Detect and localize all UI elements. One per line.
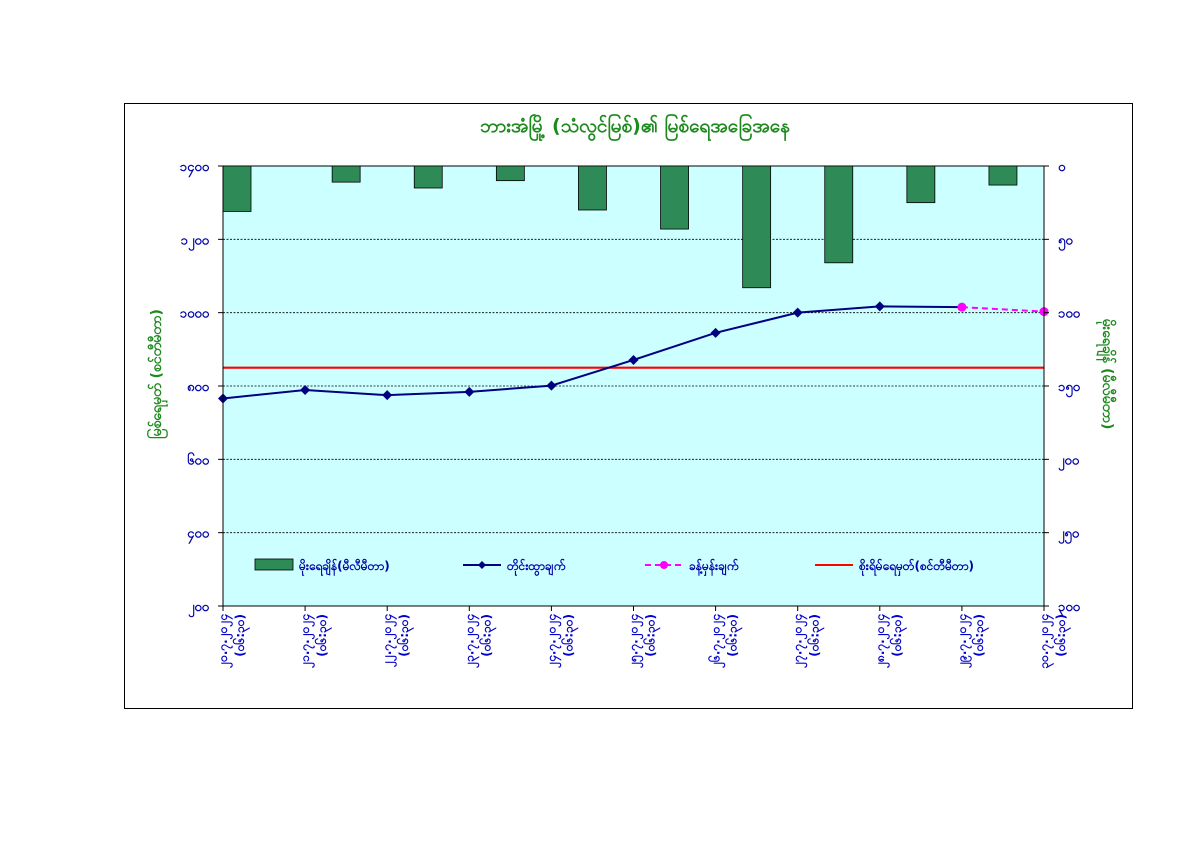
x-tick-label-line: ၂၀.၇.၂၀၂၄	[216, 614, 234, 669]
rainfall-bar	[988, 165, 1018, 186]
x-tick-label-line: ၂၆.၇.၂၀၂၄	[707, 614, 727, 669]
left-tick-label: ၂၀၀	[188, 600, 210, 618]
line-layer	[222, 305, 1045, 400]
x-tick-label-line: (၀၆:၃၀)	[806, 614, 826, 657]
right-tick-label: ၁၀၀	[1058, 307, 1081, 322]
left-tick-label: ၁၄၀၀	[180, 160, 210, 178]
x-tick-label: ၂၄.၇.၂၀၂၄ (၀၆:၃၀)	[544, 614, 579, 669]
legend-label: စိုးရိမ်ရေမှတ်(စင်တီမီတာ)	[858, 557, 974, 577]
x-tick-label: ၂၀.၇.၂၀၂၄ (၀၆:၃၀)	[216, 614, 251, 669]
left-tick-label: ၈၀၀	[187, 380, 210, 395]
legend-label: မိုးရေချိန်(မီလီမီတာ)	[298, 557, 390, 577]
rainfall-bar	[413, 165, 443, 189]
x-tick-label-line: (၀၆:၃၀)	[1052, 614, 1072, 657]
x-tick-label-line: ၂၁.၇.၂၀၂၄	[298, 614, 316, 669]
right-axis-label: မိုးရေချိန် (မီလီမီတာ)	[1096, 319, 1116, 430]
legend-swatch	[254, 558, 294, 571]
rainfall-bar	[331, 165, 361, 183]
rainfall-bar	[660, 165, 689, 230]
chart-svg: ဘားအံမြို့ (သံလွင်မြစ်)၏ မြစ်ရေအခြေအနေ ၂…	[147, 112, 1116, 669]
x-tick-label-line: ၂၃.၇.၂၀၂၄	[462, 614, 480, 669]
x-tick-label-line: ၂၉.၇.၂၀၂၄	[955, 614, 973, 669]
x-tick-label-line: (၀၆:၃၀)	[888, 614, 908, 657]
right-tick-label: ၂၀၀	[1058, 453, 1080, 471]
rainfall-bar	[824, 165, 854, 264]
left-tick-label: ၁၂၀၀	[181, 233, 210, 251]
forecast-point	[957, 302, 967, 312]
legend-label: တိုင်းထွာချက်	[506, 557, 566, 577]
observed-point	[546, 380, 557, 391]
right-tick-label: ၃၀၀	[1058, 600, 1081, 618]
x-tick-label-line: ၃၀.၇.၂၀၂၄	[1037, 614, 1055, 669]
x-tick-label: ၂၉.၇.၂၀၂၄ (၀၆:၃၀)	[955, 614, 990, 669]
x-tick-label-line: (၀၆:၃၀)	[642, 614, 662, 657]
chart-title: ဘားအံမြို့ (သံလွင်မြစ်)၏ မြစ်ရေအခြေအနေ	[480, 112, 790, 142]
observed-point	[628, 354, 639, 365]
x-tick-label: ၂၇.၇.၂၀၂၄ (၀၆:၃၀)	[791, 614, 826, 669]
x-tick-label-line: ၂၇.၇.၂၀၂၄	[791, 614, 809, 669]
x-tick-label: ၂၅.၇.၂၀၂၄ (၀၆:၃၀)	[627, 614, 662, 669]
rainfall-bar	[495, 165, 525, 182]
forecast-line	[961, 306, 1045, 313]
left-tick-label: ၆၀၀	[187, 451, 210, 468]
x-tick-label: ၂၆.၇.၂၀၂၄ (၀၆:၃၀)	[707, 614, 744, 669]
x-tick-label-line: (၀၆:၃၀)	[477, 614, 497, 657]
grid-layer	[223, 238, 1044, 534]
left-axis-label: မြစ်ရေမှတ် (စင်တီမီတာ)	[147, 309, 168, 439]
x-tick-label: ၂၂.၇.၂၀၂၄ (၀၆:၃၀)	[380, 614, 415, 668]
x-tick-label-line: (၀၆:၃၀)	[970, 614, 990, 657]
x-tick-label: ၃၀.၇.၂၀၂၄ (၀၆:၃၀)	[1037, 614, 1072, 669]
observed-point	[300, 385, 311, 396]
x-tick-label-line: (၀၆:၃၀)	[395, 614, 415, 657]
observed-point	[874, 301, 885, 312]
x-tick-label-line: ၂၄.၇.၂၀၂၄	[544, 614, 562, 669]
right-tick-label: ၀	[1058, 160, 1066, 175]
observed-point	[464, 386, 475, 397]
observed-point	[792, 307, 803, 318]
observed-line	[222, 305, 962, 400]
rainfall-bar	[742, 165, 772, 289]
chart-frame: ဘားအံမြို့ (သံလွင်မြစ်)၏ မြစ်ရေအခြေအနေ ၂…	[124, 103, 1133, 709]
observed-point	[710, 327, 721, 338]
x-tick-label: ၂၈.၇.၂၀၂၄ (၀၆:၃၀)	[873, 614, 908, 669]
legend-marker	[478, 561, 486, 569]
legend: မိုးရေချိန်(မီလီမီတာ) တိုင်းထွာချက် ခန့်မှ…	[254, 557, 974, 577]
x-tick-label-line: (၀၆:၃၀)	[313, 614, 333, 657]
x-tick-label-line: (၀၆:၃၀)	[231, 614, 251, 657]
right-tick-label: ၂၅၀	[1058, 527, 1080, 545]
rainfall-bar	[578, 165, 607, 211]
right-tick-label: ၅၀	[1058, 233, 1073, 251]
legend-marker	[660, 561, 668, 569]
right-tick-label: ၁၅၀	[1058, 380, 1081, 398]
x-tick-label-line: (၀၆:၃၀)	[559, 614, 579, 657]
marker-layer	[218, 301, 1049, 404]
x-tick-label-line: ၂၂.၇.၂၀၂၄	[380, 614, 398, 668]
rainfall-bar	[906, 165, 936, 204]
x-tick-label: ၂၃.၇.၂၀၂၄ (၀၆:၃၀)	[462, 614, 497, 669]
legend-label: ခန့်မှန်းချက်	[689, 557, 739, 577]
x-tick-label-line: ၂၈.၇.၂၀၂၄	[873, 614, 891, 669]
x-tick-label-line: (၀၆:၃၀)	[724, 614, 744, 657]
x-tick-label-line: ၂၅.၇.၂၀၂၄	[627, 614, 645, 669]
left-tick-label: ၁၀၀၀	[180, 307, 210, 322]
rainfall-bar	[222, 165, 252, 212]
left-tick-label: ၄၀၀	[187, 527, 210, 545]
observed-point	[382, 390, 393, 401]
x-tick-label: ၂၁.၇.၂၀၂၄ (၀၆:၃၀)	[298, 614, 333, 669]
